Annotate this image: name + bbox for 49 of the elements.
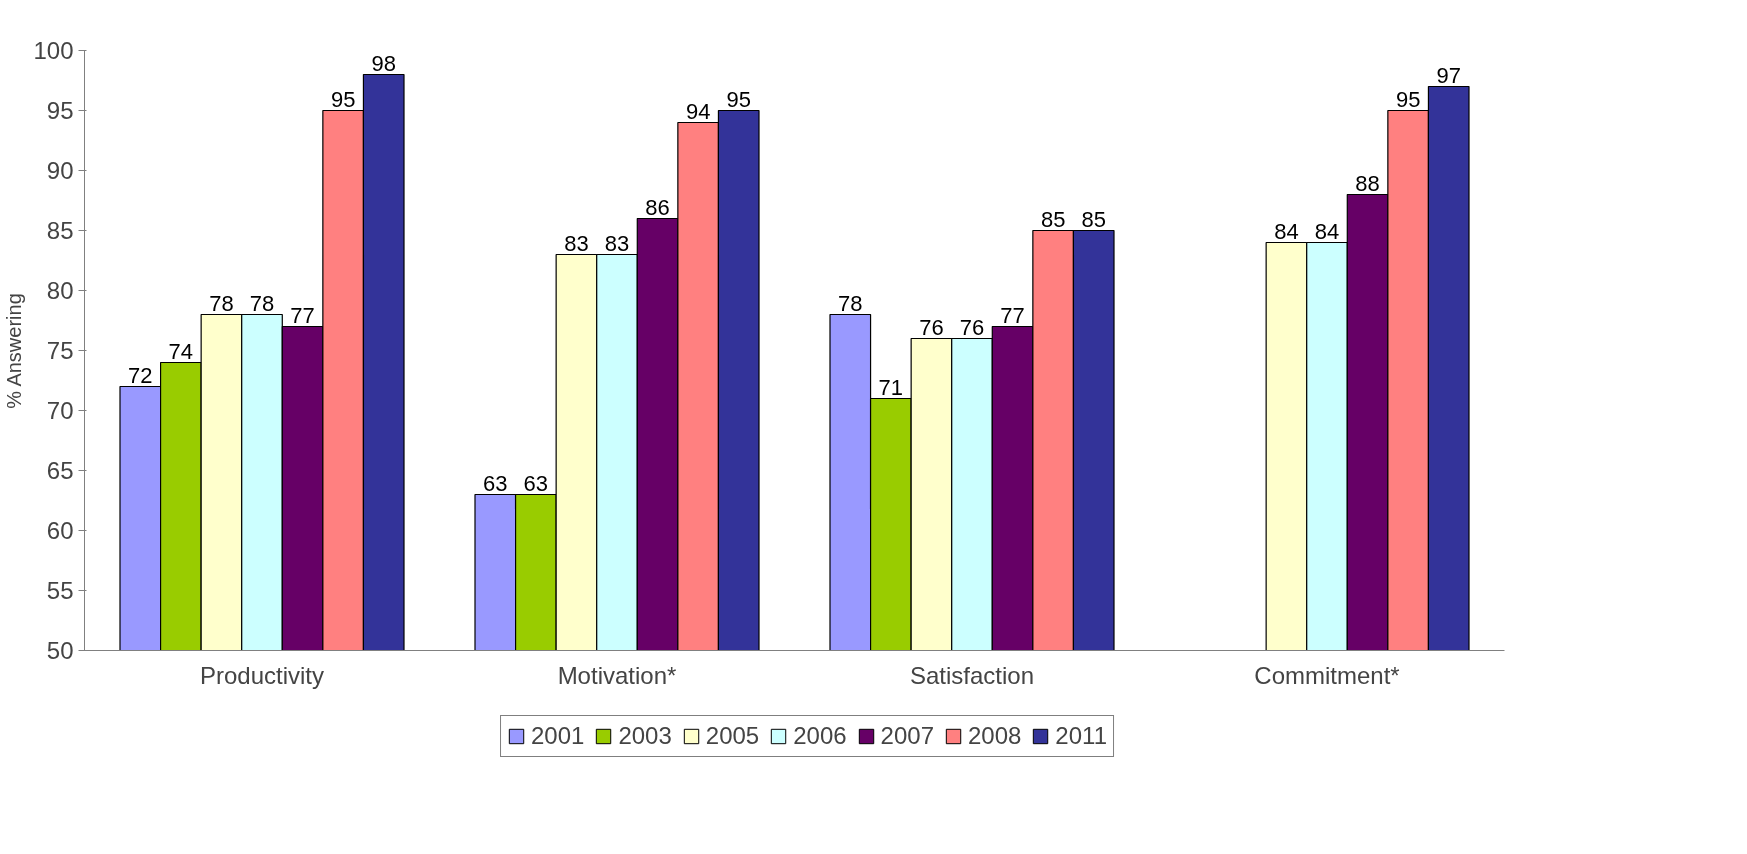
data-label: 78 — [838, 290, 863, 316]
data-label: 85 — [1081, 206, 1106, 232]
legend-label: 2006 — [793, 722, 847, 750]
y-tick-label: 65 — [46, 457, 74, 484]
y-tick-label: 60 — [46, 517, 74, 544]
y-tick-label: 55 — [46, 577, 74, 604]
data-label: 97 — [1436, 62, 1461, 88]
data-label: 71 — [878, 374, 904, 400]
y-tick-label: 85 — [46, 217, 74, 244]
x-tick-label: Commitment* — [1254, 661, 1400, 689]
x-tick-label: Productivity — [199, 661, 325, 689]
data-label: 85 — [1040, 206, 1066, 232]
legend-label: 2011 — [1055, 722, 1107, 750]
data-label: 88 — [1355, 170, 1380, 196]
data-label: 76 — [959, 314, 985, 340]
data-label: 78 — [249, 290, 275, 316]
data-label: 78 — [209, 290, 234, 316]
legend-label: 2003 — [618, 722, 672, 750]
data-label: 76 — [919, 314, 944, 340]
data-label: 84 — [1274, 218, 1299, 244]
data-label: 84 — [1314, 218, 1340, 244]
data-label: 74 — [168, 338, 194, 364]
legend-label: 2005 — [705, 722, 760, 750]
data-label: 63 — [523, 470, 549, 496]
data-label: 98 — [371, 50, 396, 76]
data-label: 77 — [1000, 302, 1025, 328]
legend-label: 2001 — [531, 722, 585, 750]
y-tick-label: 90 — [46, 157, 74, 184]
data-label: 83 — [604, 230, 630, 256]
data-label: 95 — [726, 86, 751, 112]
data-label: 83 — [564, 230, 589, 256]
legend-label: 2008 — [967, 722, 1022, 750]
data-label: 63 — [483, 470, 508, 496]
data-label: 86 — [645, 194, 670, 220]
y-tick-label: 100 — [33, 37, 74, 64]
y-tick-label: 75 — [46, 337, 74, 364]
data-label: 94 — [685, 98, 711, 124]
data-label: 95 — [1395, 86, 1421, 112]
data-label: 77 — [290, 302, 315, 328]
x-tick-label: Motivation* — [557, 661, 677, 689]
data-label: 95 — [330, 86, 356, 112]
y-tick-label: 50 — [46, 637, 74, 664]
x-tick-label: Satisfaction — [909, 661, 1035, 689]
y-axis-title: % Answering — [3, 293, 26, 409]
y-tick-label: 70 — [46, 397, 74, 424]
y-tick-label: 80 — [46, 277, 74, 304]
y-tick-label: 95 — [46, 97, 74, 124]
data-label: 72 — [128, 362, 153, 388]
legend-label: 2007 — [880, 722, 934, 750]
